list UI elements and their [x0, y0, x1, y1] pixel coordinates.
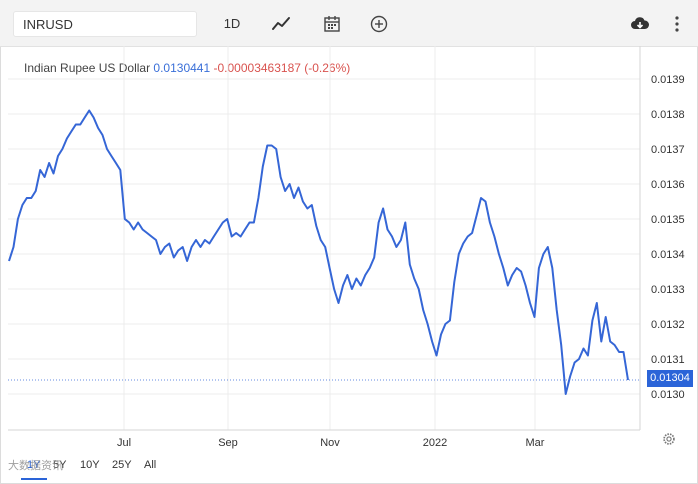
y-axis: 0.0130 0.0131 0.0132 0.0133 0.0134 0.0135 0.01… — [651, 74, 685, 401]
cloud-download-icon[interactable] — [630, 14, 650, 34]
line-chart-icon[interactable] — [271, 14, 291, 34]
y-tick-label: 0.0135 — [651, 214, 685, 226]
grid — [8, 46, 640, 430]
y-tick-label: 0.0132 — [651, 319, 685, 331]
series-line — [8, 109, 629, 395]
range-all-button[interactable]: All — [144, 459, 157, 471]
legend-change: -0.00003463187 (-0.26%) — [213, 61, 351, 75]
y-tick-label: 0.0137 — [651, 144, 685, 156]
y-tick-label: 0.0139 — [651, 74, 685, 86]
x-tick-label: 2022 — [423, 437, 447, 449]
watermark: 大数据资讯 — [8, 460, 63, 472]
more-vertical-icon[interactable] — [667, 14, 687, 34]
x-tick-label: Jul — [117, 437, 131, 449]
y-tick-label: 0.0130 — [651, 389, 685, 401]
y-tick-label: 0.0133 — [651, 284, 685, 296]
active-range-underline — [21, 478, 47, 480]
legend-name: Indian Rupee US Dollar — [24, 61, 151, 75]
y-tick-label: 0.0138 — [651, 109, 685, 121]
calendar-icon[interactable] — [322, 14, 342, 34]
settings-gear-icon[interactable] — [662, 432, 676, 446]
y-tick-label: 0.0131 — [651, 354, 685, 366]
symbol-input[interactable]: INRUSD — [13, 11, 197, 37]
range-25y-button[interactable]: 25Y — [112, 459, 132, 471]
range-selector: 1Y 5Y 10Y 25Y All — [0, 452, 698, 482]
range-5y-button[interactable]: 5Y — [53, 459, 67, 471]
last-price-tag: 0.01304 — [647, 370, 693, 387]
x-tick-label: Mar — [526, 437, 545, 449]
x-tick-label: Sep — [218, 437, 238, 449]
x-axis: Jul Sep Nov 2022 Mar — [117, 437, 545, 449]
legend-value: 0.0130441 — [153, 61, 211, 75]
y-tick-label: 0.0134 — [651, 249, 685, 261]
y-tick-label: 0.0136 — [651, 179, 685, 191]
plus-circle-icon[interactable] — [369, 14, 389, 34]
interval-button[interactable]: 1D — [223, 16, 241, 31]
toolbar: INRUSD 1D — [0, 0, 698, 47]
x-tick-label: Nov — [320, 437, 340, 449]
range-1y-button[interactable]: 1Y — [27, 459, 41, 471]
chart-legend: Indian Rupee US Dollar 0.0130441 -0.0000… — [24, 61, 350, 75]
range-10y-button[interactable]: 10Y — [80, 459, 100, 471]
